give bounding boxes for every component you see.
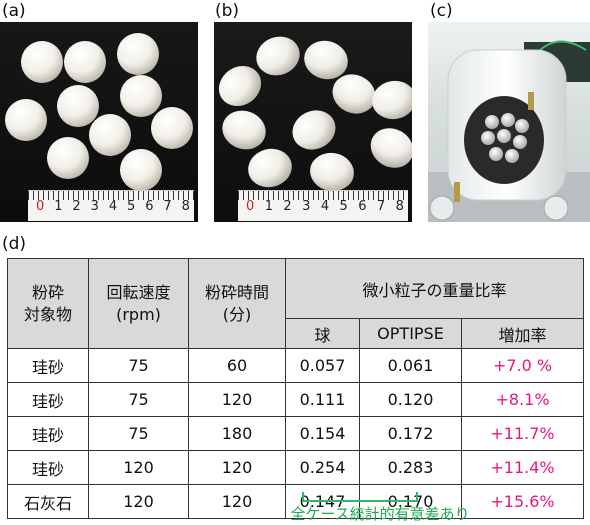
ball-mill-illustration xyxy=(428,40,590,222)
ruler-number: 5 xyxy=(127,199,136,214)
ruler-a: 0 1 2 3 4 5 6 7 8 xyxy=(28,190,194,221)
ruler-number: 8 xyxy=(181,199,190,214)
ruler-number: 3 xyxy=(302,199,311,214)
media-piece xyxy=(248,148,292,188)
ruler-number: 7 xyxy=(163,199,172,214)
ball xyxy=(57,85,99,127)
photo-c-ball-mill xyxy=(428,22,590,222)
cell-time: 60 xyxy=(188,348,286,383)
ruler-number: 0 xyxy=(36,199,45,214)
cell-material: 珪砂 xyxy=(7,382,89,417)
cell-material: 珪砂 xyxy=(7,416,89,451)
ball xyxy=(21,41,63,83)
cell-speed: 75 xyxy=(88,382,189,417)
cell-speed: 120 xyxy=(88,450,189,485)
cell-time: 120 xyxy=(188,484,286,519)
ruler-number: 8 xyxy=(395,199,404,214)
media-piece xyxy=(370,128,412,168)
header-time: 粉砕時間 (分) xyxy=(188,258,286,349)
panel-d-label: (d) xyxy=(2,234,27,254)
cell-optipse: 0.172 xyxy=(359,416,462,451)
ball xyxy=(47,137,89,179)
table-row: 石灰石 120 120 0.147 0.170 +15.6% xyxy=(7,484,585,519)
table-row: 珪砂 75 60 0.057 0.061 +7.0 % xyxy=(7,348,585,383)
ruler-number: 3 xyxy=(90,199,99,214)
ruler-number: 4 xyxy=(320,199,330,214)
cell-increase: +11.7% xyxy=(460,416,585,451)
media-piece xyxy=(222,110,266,150)
ruler-number: 7 xyxy=(376,199,386,214)
panel-b-label: (b) xyxy=(215,1,240,21)
header-optipse: OPTIPSE xyxy=(359,318,462,349)
balls-illustration-b xyxy=(218,36,412,192)
media-piece xyxy=(292,110,336,150)
media-piece xyxy=(332,74,376,114)
cell-speed: 75 xyxy=(88,348,189,383)
cell-ball: 0.254 xyxy=(285,450,360,485)
cell-time: 120 xyxy=(188,382,286,417)
ruler-number: 6 xyxy=(358,199,367,214)
cell-material: 珪砂 xyxy=(7,348,89,383)
cell-ball: 0.111 xyxy=(285,382,360,417)
ball xyxy=(64,41,106,83)
cell-increase: +7.0 % xyxy=(460,348,585,383)
ruler-number: 0 xyxy=(246,199,255,214)
balls-illustration-a xyxy=(5,33,193,191)
header-material: 粉砕 対象物 xyxy=(7,258,89,349)
significance-note: 全ケース統計的有意差あり xyxy=(290,505,470,523)
cell-speed: 120 xyxy=(88,484,189,519)
header-speed: 回転速度 (rpm) xyxy=(88,258,189,349)
media-piece xyxy=(372,80,412,120)
cell-material: 石灰石 xyxy=(7,484,89,519)
ruler-number: 1 xyxy=(54,199,63,214)
cell-optipse: 0.061 xyxy=(359,348,462,383)
cell-time: 180 xyxy=(188,416,286,451)
ball xyxy=(120,75,162,117)
cell-increase: +11.4% xyxy=(460,450,585,485)
ball xyxy=(120,149,162,191)
panel-a-label: (a) xyxy=(2,1,26,21)
media-piece xyxy=(310,152,354,192)
photo-b-optipse-media: 0 1 2 3 4 5 6 7 8 xyxy=(214,22,412,222)
header-increase: 増加率 xyxy=(460,318,585,349)
significance-bracket xyxy=(302,492,418,502)
ruler-number: 2 xyxy=(72,199,81,214)
ruler-b: 0 1 2 3 4 5 6 7 8 xyxy=(238,190,408,221)
cell-speed: 75 xyxy=(88,416,189,451)
ruler-number: 2 xyxy=(283,199,292,214)
panel-c-label: (c) xyxy=(430,1,453,21)
grinding-results-table: 粉砕 対象物 回転速度 (rpm) 粉砕時間 (分) 微小粒子の重量比率 球 O… xyxy=(7,258,585,519)
cell-time: 120 xyxy=(188,450,286,485)
cell-increase: +8.1% xyxy=(460,382,585,417)
header-ball: 球 xyxy=(285,318,360,349)
cell-optipse: 0.120 xyxy=(359,382,462,417)
ruler-number: 6 xyxy=(145,199,154,214)
ball xyxy=(89,114,131,156)
ruler-number: 5 xyxy=(339,199,348,214)
ruler-number: 4 xyxy=(108,199,118,214)
cell-increase: +15.6% xyxy=(460,484,585,519)
table-row: 珪砂 75 180 0.154 0.172 +11.7% xyxy=(7,416,585,451)
media-piece xyxy=(304,40,348,80)
photo-a-spherical-balls: 0 1 2 3 4 5 6 7 8 xyxy=(0,22,198,222)
header-ratio-group: 微小粒子の重量比率 xyxy=(284,258,585,319)
cell-ball: 0.154 xyxy=(285,416,360,451)
table-row: 珪砂 75 120 0.111 0.120 +8.1% xyxy=(7,382,585,417)
table-row: 珪砂 120 120 0.254 0.283 +11.4% xyxy=(7,450,585,485)
media-piece xyxy=(256,36,300,76)
ball xyxy=(151,107,193,149)
cell-ball: 0.057 xyxy=(285,348,360,383)
cell-optipse: 0.283 xyxy=(359,450,462,485)
cell-material: 珪砂 xyxy=(7,450,89,485)
media-piece xyxy=(218,65,262,107)
ball xyxy=(5,99,47,141)
ruler-number: 1 xyxy=(264,199,273,214)
ball xyxy=(117,33,159,75)
